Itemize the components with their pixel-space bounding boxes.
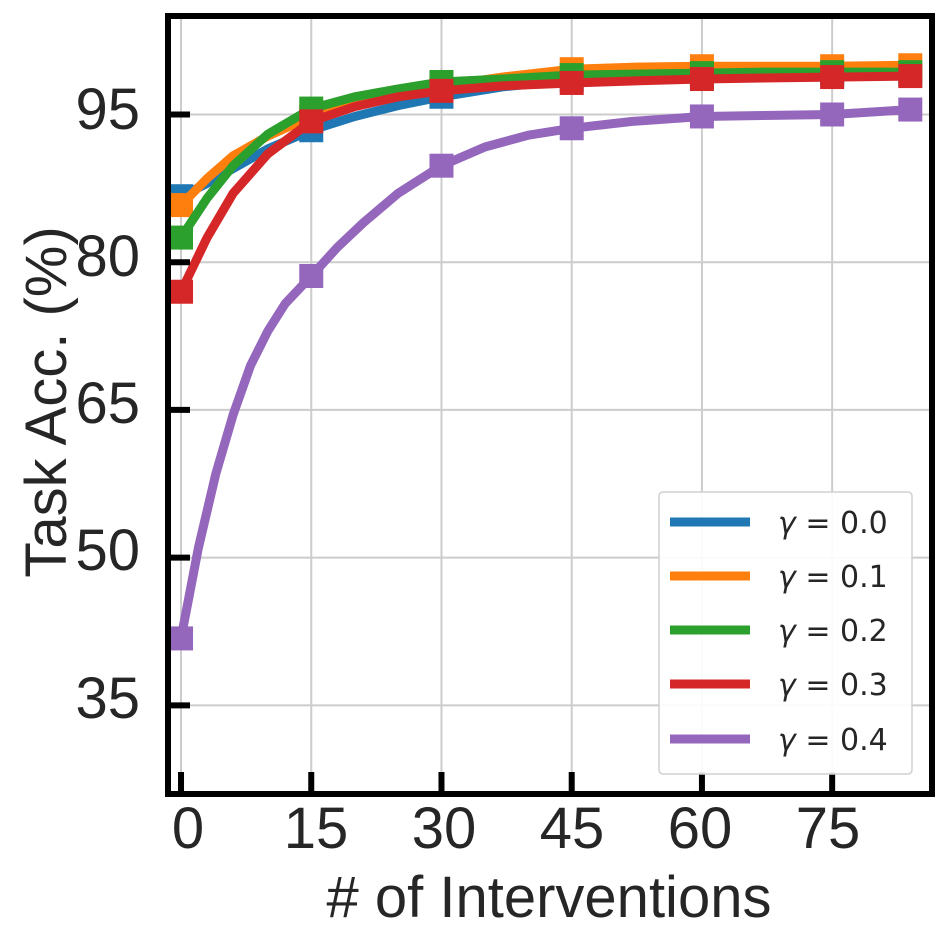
series-3-marker-0 xyxy=(169,279,194,304)
series-3-marker-15 xyxy=(299,109,324,134)
series-4-marker-15 xyxy=(299,263,324,288)
series-3-marker-60 xyxy=(689,67,714,92)
series-layer xyxy=(169,53,923,651)
x-axis-title: # of Interventions xyxy=(327,865,772,930)
legend-label-gamma-0.4: γ = 0.4 xyxy=(778,723,888,758)
series-3-marker-45 xyxy=(559,70,584,95)
y-tick-label-80: 80 xyxy=(75,224,140,289)
series-4-marker-0 xyxy=(169,626,194,651)
series-4-marker-45 xyxy=(559,116,584,141)
x-tick-label-75: 75 xyxy=(796,796,861,861)
tick-marks xyxy=(168,111,836,794)
plot-frame xyxy=(165,13,935,797)
series-4-marker-60 xyxy=(689,104,714,129)
series-4-marker-84 xyxy=(898,97,923,122)
legend: γ = 0.0 γ = 0.1 γ = 0.2 γ = 0.3 γ = 0.4 xyxy=(658,491,913,775)
series-3 xyxy=(169,64,923,304)
y-tick-label-65: 65 xyxy=(75,371,140,436)
x-tick-label-0: 0 xyxy=(172,796,204,861)
x-tick-label-60: 60 xyxy=(668,796,733,861)
x-tick-labels: 0 15 30 45 60 75 xyxy=(172,796,860,861)
series-4-marker-30 xyxy=(429,153,454,178)
y-tick-label-35: 35 xyxy=(75,666,140,731)
x-tick-label-15: 15 xyxy=(284,796,349,861)
series-1-marker-0 xyxy=(169,193,194,218)
legend-entry-gamma-0.2: γ = 0.2 xyxy=(670,614,888,649)
x-tick-label-45: 45 xyxy=(540,796,605,861)
legend-entry-gamma-0.3: γ = 0.3 xyxy=(670,668,888,703)
series-3-marker-84 xyxy=(898,64,923,89)
y-tick-labels: 35 50 65 80 95 xyxy=(75,77,140,731)
legend-entry-gamma-0.1: γ = 0.1 xyxy=(670,560,888,595)
legend-label-gamma-0.0: γ = 0.0 xyxy=(778,506,888,541)
y-axis-title: Task Acc. (%) xyxy=(14,226,79,577)
legend-box xyxy=(658,491,913,775)
series-3-marker-75 xyxy=(820,65,845,90)
legend-label-gamma-0.2: γ = 0.2 xyxy=(778,614,888,649)
series-2-marker-0 xyxy=(169,225,194,250)
x-tick-label-30: 30 xyxy=(412,796,477,861)
series-4 xyxy=(169,97,923,651)
legend-entry-gamma-0.0: γ = 0.0 xyxy=(670,506,888,541)
series-3-marker-30 xyxy=(429,78,454,103)
legend-label-gamma-0.3: γ = 0.3 xyxy=(778,668,888,703)
y-tick-label-95: 95 xyxy=(75,77,140,142)
y-tick-label-50: 50 xyxy=(75,518,140,583)
series-4-marker-75 xyxy=(820,102,845,127)
legend-label-gamma-0.1: γ = 0.1 xyxy=(778,560,888,595)
legend-entry-gamma-0.4: γ = 0.4 xyxy=(670,723,888,758)
